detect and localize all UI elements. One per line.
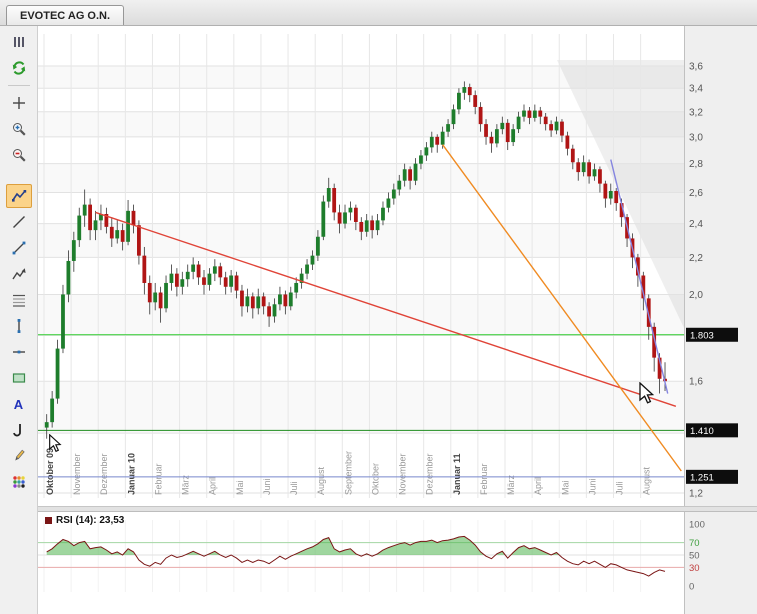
color-palette-icon (12, 476, 25, 488)
column-layout-button[interactable] (6, 30, 32, 54)
svg-text:Juni: Juni (587, 478, 597, 495)
zigzag-arrow-icon (11, 268, 26, 280)
chart-objects-button[interactable] (5, 184, 32, 208)
hook-icon (12, 424, 21, 437)
svg-text:Januar 10: Januar 10 (126, 453, 136, 495)
svg-text:März: März (506, 475, 516, 495)
svg-text:Juni: Juni (262, 478, 272, 495)
svg-text:100: 100 (689, 520, 705, 531)
svg-text:Februar: Februar (479, 463, 489, 495)
svg-text:1,2: 1,2 (689, 489, 703, 500)
pencil-tool-button[interactable] (6, 444, 32, 468)
svg-text:August: August (642, 466, 652, 495)
svg-text:1.251: 1.251 (690, 472, 714, 483)
zoom-in-icon (12, 123, 26, 136)
svg-text:3,6: 3,6 (689, 61, 703, 72)
refresh-button[interactable] (6, 56, 32, 80)
toolbar-separator (7, 85, 30, 86)
text-tool-icon: A (13, 396, 24, 412)
rectangle-tool-button[interactable] (6, 366, 32, 390)
trend-segment-tool-button[interactable] (6, 236, 32, 260)
zoom-in-button[interactable] (6, 117, 32, 141)
svg-text:1,6: 1,6 (689, 377, 703, 388)
svg-text:2,4: 2,4 (689, 219, 703, 230)
vertical-line-tool-button[interactable] (6, 314, 32, 338)
refresh-icon (12, 61, 25, 75)
rsi-legend: RSI (14): 23,53 (45, 515, 124, 526)
text-tool-button[interactable]: A (6, 392, 32, 416)
svg-text:Mai: Mai (235, 480, 245, 495)
svg-text:3,0: 3,0 (689, 132, 703, 143)
rsi-panel: 100 70 50 30 0 RSI (14): 23,53 (38, 512, 757, 614)
trend-segment-icon (12, 241, 25, 255)
svg-text:Juli: Juli (614, 481, 624, 495)
horizontal-line-icon (12, 350, 25, 354)
hook-tool-button[interactable] (6, 418, 32, 442)
svg-text:70: 70 (689, 538, 700, 549)
tab-evotec[interactable]: EVOTEC AG O.N. (6, 5, 125, 25)
vertical-line-icon (17, 319, 20, 333)
pencil-icon (14, 449, 25, 461)
tab-bar: EVOTEC AG O.N. (0, 0, 757, 26)
svg-text:Januar 11: Januar 11 (452, 453, 462, 495)
zigzag-arrow-tool-button[interactable] (6, 262, 32, 286)
chart-area: 3,63,43,23,02,82,62,42,22,01,81,61,41,2O… (38, 26, 757, 614)
chart-objects-icon (11, 190, 26, 202)
tab-title: EVOTEC AG O.N. (20, 10, 111, 22)
svg-text:März: März (181, 475, 191, 495)
svg-text:Dezember: Dezember (425, 453, 435, 495)
rsi-legend-label: RSI (14): 23,53 (56, 515, 125, 526)
trendline-icon (12, 216, 25, 228)
rsi-legend-swatch (45, 517, 52, 524)
svg-text:April: April (533, 477, 543, 495)
panel-splitter[interactable] (38, 506, 757, 512)
fibonacci-icon (12, 294, 25, 307)
svg-text:November: November (398, 453, 408, 495)
svg-text:50: 50 (689, 551, 700, 562)
svg-text:2,6: 2,6 (689, 188, 703, 199)
svg-text:Mai: Mai (560, 480, 570, 495)
svg-text:0: 0 (689, 582, 694, 593)
svg-text:November: November (72, 453, 82, 495)
svg-text:Dezember: Dezember (99, 453, 109, 495)
rectangle-icon (12, 373, 25, 383)
fibonacci-tool-button[interactable] (6, 288, 32, 312)
crosshair-button[interactable] (6, 91, 32, 115)
svg-text:Juli: Juli (289, 481, 299, 495)
column-layout-icon (13, 37, 24, 47)
svg-text:30: 30 (689, 563, 700, 574)
svg-text:Oktober 09: Oktober 09 (45, 448, 55, 495)
svg-text:2,8: 2,8 (689, 159, 703, 170)
zoom-out-icon (12, 149, 26, 162)
svg-text:August: August (316, 466, 326, 495)
crosshair-icon (12, 97, 25, 109)
drawing-toolbar: A (0, 26, 38, 614)
svg-text:Februar: Februar (153, 463, 163, 495)
svg-text:2,2: 2,2 (689, 253, 703, 264)
horizontal-line-tool-button[interactable] (6, 340, 32, 364)
svg-text:September: September (343, 451, 353, 495)
svg-text:1.803: 1.803 (690, 330, 714, 341)
price-chart[interactable]: 3,63,43,23,02,82,62,42,22,01,81,61,41,2O… (38, 26, 757, 506)
trendline-tool-button[interactable] (6, 210, 32, 234)
svg-text:April: April (208, 477, 218, 495)
svg-text:3,2: 3,2 (689, 107, 703, 118)
svg-text:3,4: 3,4 (689, 84, 703, 95)
color-palette-button[interactable] (6, 470, 32, 494)
zoom-out-button[interactable] (6, 143, 32, 167)
svg-text:1.410: 1.410 (690, 426, 714, 437)
svg-text:Oktober: Oktober (370, 463, 380, 495)
svg-text:2,0: 2,0 (689, 290, 703, 301)
